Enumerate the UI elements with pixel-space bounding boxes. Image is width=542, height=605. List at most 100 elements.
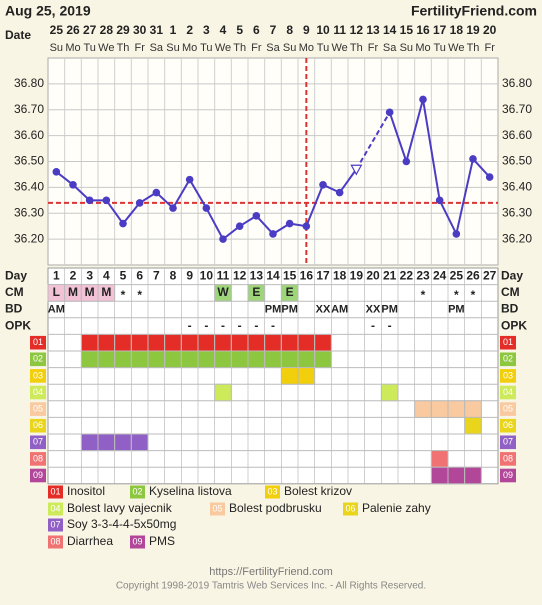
day-label: 14 [266,268,280,282]
weekday-label: We [332,42,348,54]
symptom-code: 09 [33,470,43,480]
date-label: 4 [220,23,227,37]
y-tick-label: 36.80 [14,76,44,90]
symptom-code-box [30,468,46,483]
symptom-code-right: 06 [503,420,513,430]
symptom-code-right: 09 [503,470,513,480]
symptom-cell [464,416,482,435]
symptom-code-box [30,352,46,367]
weekday-label: Sa [150,42,164,54]
symptom-code-right-box [500,385,516,400]
symptom-cell [114,433,132,452]
legend-swatch [48,518,63,532]
legend-label: Bolest krizov [284,484,352,498]
symptom-code-right-box [500,402,516,416]
symptom-cell [297,333,316,352]
weekday-label: Tu [433,42,445,54]
date-label: 9 [303,23,310,37]
date-label: 6 [253,23,260,37]
symptom-code: 06 [33,420,43,430]
symptom-cell [197,350,216,369]
temperature-point [350,164,363,176]
temperature-point [419,95,427,104]
row-label-right: CM [501,285,520,299]
date-label: 17 [433,23,447,37]
symptom-code-right-box [500,435,516,450]
symptom-code: 08 [33,453,43,463]
temperature-point [169,204,177,212]
symptom-cell [130,333,149,352]
legend-label: Diarrhea [67,534,113,548]
footer-url: https://FertilityFriend.com [209,566,332,578]
symptom-cell [114,333,132,352]
temperature-point [385,108,394,117]
symptom-code-right: 04 [503,387,513,397]
date-label: 2 [186,23,193,37]
table-area [47,267,499,485]
y-tick-label: 36.70 [14,102,44,116]
date-label: 12 [350,23,364,37]
date-label: 25 [50,23,64,37]
symptom-cell [214,333,232,352]
symptom-cell [380,383,399,402]
cm-label: W [217,285,229,299]
row-label: CM [5,285,24,299]
date-label: 19 [466,23,480,37]
day-label: 5 [120,268,127,282]
symptom-code-right: 07 [503,437,513,447]
cm-label: E [252,285,260,299]
symptom-code-right: 05 [503,403,513,413]
weekday-label: We [98,42,114,54]
legend-code: 01 [50,486,60,496]
weekday-label: Fr [134,42,145,54]
legend-code: 09 [132,536,142,546]
row-label-right: OPK [501,318,527,332]
temperature-point [319,180,327,189]
weekday-label: Tu [200,42,212,54]
temperature-point [469,155,477,163]
row-label: Day [5,268,27,282]
weekday-label: Th [233,42,246,54]
legend-swatch [210,502,225,516]
day-label: 20 [366,268,380,282]
temperature-point [402,157,411,166]
symptom-cell [97,350,116,369]
weekday-label: Su [283,42,296,54]
symptom-cell [214,350,232,369]
symptom-cell [230,333,249,352]
symptom-cell [430,400,449,418]
date-label: 20 [483,23,497,37]
date-row-label: Date [5,28,31,42]
day-label: 12 [233,268,247,282]
symptom-cell [247,350,266,369]
symptom-cell [247,333,266,352]
weekday-label: Sa [383,42,397,54]
temperature-point [152,188,161,197]
legend-label: Bolest lavy vajecnik [67,501,173,515]
y-tick-label: 36.40 [14,180,44,194]
symptom-cell [280,350,299,369]
symptom-code: 05 [33,403,43,413]
date-label: 11 [333,23,346,37]
symptom-cell [97,333,116,352]
temperature-point [485,173,494,181]
date-label: 16 [416,23,430,37]
date-label: 14 [383,23,397,37]
legend-code: 05 [212,503,222,513]
symptom-code-right-box [500,352,516,367]
y-tick-label-right: 36.30 [502,205,532,219]
symptom-cell [430,450,449,468]
day-label: 24 [433,268,447,282]
day-label: 3 [86,268,93,282]
weekday-label: Sa [266,42,280,54]
symptom-cell [314,333,332,352]
legend-code: 03 [267,486,277,496]
legend-code: 06 [345,503,355,513]
row-label: OPK [5,318,31,332]
symptom-cell [97,433,116,452]
legend-code: 02 [132,486,142,496]
legend-swatch [130,485,145,499]
day-label: 16 [300,268,314,282]
bd-label: XX [316,303,331,315]
